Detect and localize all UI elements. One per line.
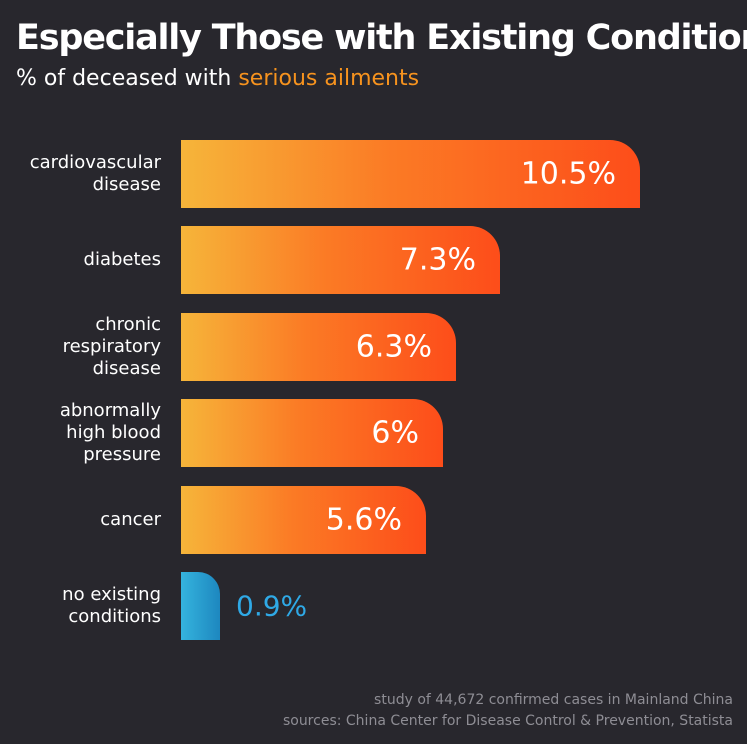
chart-subtitle: % of deceased with serious ailments	[16, 66, 419, 91]
chart-footer: study of 44,672 confirmed cases in Mainl…	[283, 690, 733, 732]
study-note: study of 44,672 confirmed cases in Mainl…	[374, 692, 733, 708]
value-label: 10.5%	[520, 156, 616, 192]
bar: 10.5%	[181, 140, 640, 208]
value-label: 5.6%	[325, 502, 402, 538]
category-label: no existing conditions	[62, 584, 161, 627]
bar: 6.3%	[181, 312, 456, 381]
category-label: cardiovascular disease	[29, 152, 161, 195]
value-label: 6%	[371, 415, 419, 451]
category-label: abnormally high blood pressure	[59, 400, 161, 466]
bar: 6%	[181, 399, 443, 468]
category-label: cancer	[100, 508, 161, 530]
category-label: diabetes	[83, 249, 161, 271]
source-note: sources: China Center for Disease Contro…	[282, 713, 733, 729]
bar: 5.6%	[181, 485, 426, 554]
value-label: 7.3%	[399, 242, 476, 278]
value-label: 6.3%	[355, 329, 432, 365]
subtitle-highlight: serious ailments	[238, 66, 420, 91]
bar	[181, 572, 220, 640]
bar: 7.3%	[181, 226, 500, 295]
subtitle-prefix: % of deceased with	[16, 66, 239, 91]
chart-title: Especially Those with Existing Condition…	[16, 18, 747, 58]
category-label: chronic respiratory disease	[62, 313, 161, 379]
value-label: 0.9%	[236, 589, 308, 623]
